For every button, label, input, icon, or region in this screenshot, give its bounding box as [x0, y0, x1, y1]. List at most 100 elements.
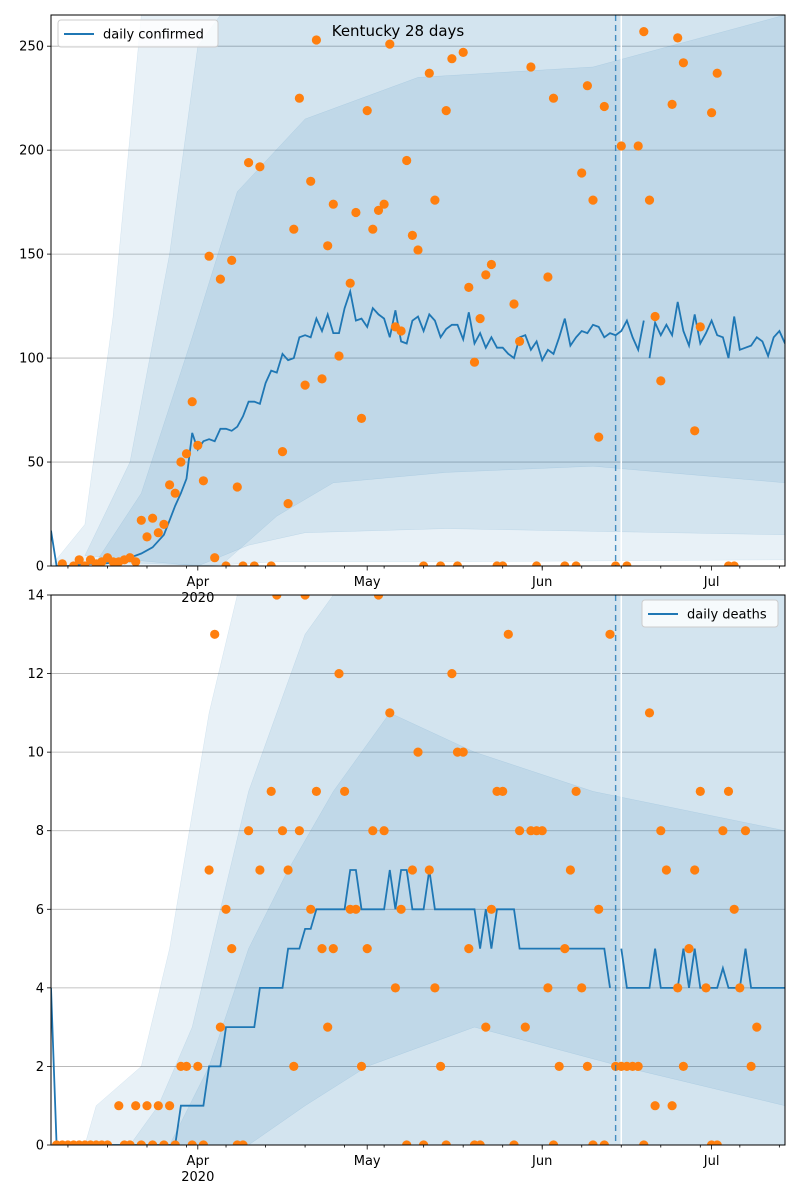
confirmed-observed-points	[57, 27, 739, 566]
y-tick-label: 100	[19, 352, 44, 367]
observed-point	[469, 357, 480, 367]
observed-point	[277, 447, 288, 457]
observed-point	[340, 786, 350, 797]
observed-point	[740, 826, 751, 836]
observed-point	[520, 1022, 530, 1032]
observed-point	[277, 826, 288, 836]
observed-point	[639, 27, 649, 37]
observed-point	[328, 199, 338, 209]
observed-point	[283, 499, 293, 509]
deaths-median-lines	[51, 869, 785, 1145]
confirmed-axes	[50, 14, 786, 567]
observed-point	[419, 561, 429, 566]
observed-point	[323, 241, 333, 251]
observed-point	[249, 561, 259, 566]
observed-point	[565, 865, 576, 875]
observed-point	[712, 1140, 722, 1145]
observed-point	[650, 311, 660, 322]
observed-point	[181, 1061, 192, 1071]
observed-point	[142, 532, 152, 542]
observed-point	[543, 983, 553, 993]
observed-point	[244, 826, 254, 836]
observed-point	[458, 47, 468, 58]
axes-frame	[50, 14, 786, 567]
observed-point	[661, 865, 672, 875]
observed-point	[362, 106, 372, 116]
y-tick-label: 10	[27, 746, 44, 761]
confidence-band	[84, 15, 785, 566]
x-tick-label: Jun	[531, 575, 552, 590]
observed-point	[684, 944, 694, 954]
observed-point	[486, 904, 496, 914]
observed-point	[729, 904, 739, 914]
axes-frame	[50, 594, 786, 1146]
observed-point	[582, 81, 593, 91]
observed-point	[582, 1061, 593, 1071]
confirmed-bands	[51, 15, 785, 566]
y-tick-label: 250	[19, 40, 44, 55]
observed-point	[181, 449, 192, 459]
observed-point	[594, 904, 604, 914]
observed-point	[165, 1101, 175, 1111]
observed-point	[198, 476, 208, 486]
observed-point	[594, 432, 604, 442]
observed-point	[368, 224, 378, 234]
observed-point	[153, 528, 163, 538]
observed-point	[447, 54, 457, 64]
observed-point	[311, 786, 321, 797]
observed-point	[176, 457, 186, 467]
observed-point	[498, 786, 508, 797]
observed-point	[622, 561, 632, 566]
y-tick-label: 0	[36, 560, 44, 575]
observed-point	[351, 904, 361, 914]
observed-point	[509, 1140, 519, 1145]
observed-point	[475, 1140, 485, 1145]
observed-point	[548, 1140, 559, 1145]
observed-point	[266, 786, 276, 797]
observed-point	[616, 141, 626, 151]
observed-point	[571, 561, 581, 566]
observed-point	[464, 944, 474, 954]
observed-point	[543, 272, 553, 282]
observed-point	[368, 826, 378, 836]
observed-point	[611, 561, 621, 566]
observed-point	[114, 1101, 124, 1111]
observed-point	[379, 199, 389, 209]
observed-point	[402, 155, 412, 166]
observed-point	[159, 519, 169, 530]
observed-point	[300, 595, 310, 600]
observed-point	[503, 629, 513, 639]
observed-point	[464, 282, 474, 292]
observed-point	[148, 513, 158, 523]
observed-point	[537, 826, 547, 836]
y-tick-label: 0	[36, 1139, 44, 1154]
observed-point	[656, 376, 666, 386]
observed-point	[215, 1022, 225, 1032]
observed-point	[644, 195, 655, 205]
observed-point	[577, 983, 587, 993]
observed-point	[599, 1140, 609, 1145]
observed-point	[667, 1101, 677, 1111]
observed-point	[458, 747, 468, 757]
observed-point	[379, 826, 389, 836]
x-tick-label: May	[354, 1154, 381, 1169]
observed-point	[165, 480, 175, 490]
observed-point	[695, 786, 705, 797]
legend-label: daily deaths	[687, 608, 767, 623]
x-tick-label: Jul	[703, 1154, 720, 1169]
observed-point	[407, 865, 417, 875]
observed-point	[131, 557, 141, 566]
observed-point	[735, 983, 745, 993]
observed-point	[441, 1140, 451, 1145]
observed-point	[424, 68, 434, 78]
observed-point	[272, 595, 282, 600]
observed-point	[436, 561, 446, 566]
observed-point	[560, 944, 570, 954]
observed-point	[441, 106, 451, 116]
observed-point	[356, 1061, 367, 1071]
observed-point	[317, 944, 327, 954]
observed-point	[605, 629, 615, 639]
observed-point	[407, 230, 417, 240]
